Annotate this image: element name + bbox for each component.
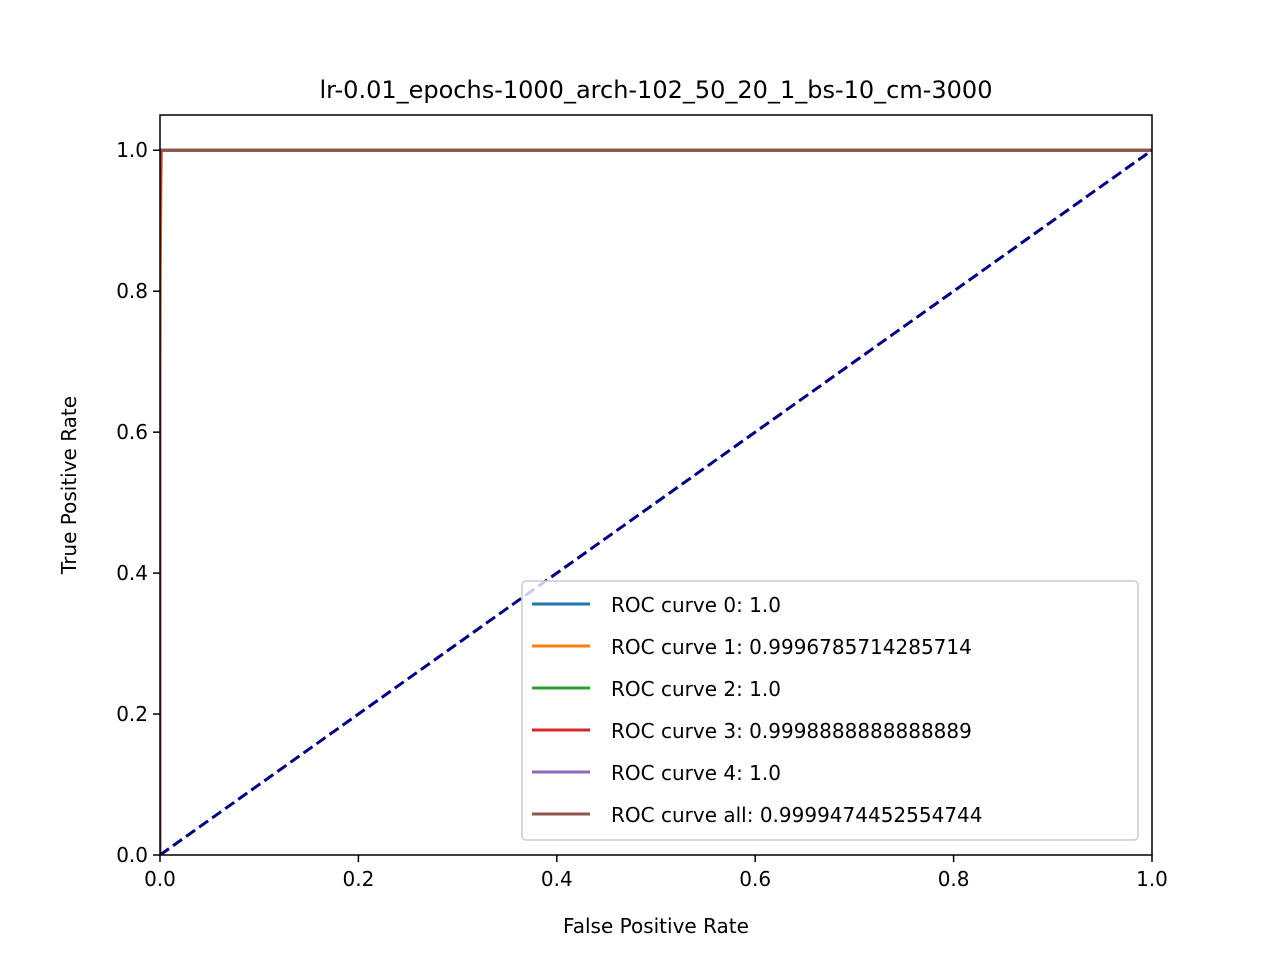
y-tick-label: 0.6 xyxy=(116,420,148,444)
x-tick-label: 0.8 xyxy=(938,867,970,891)
y-tick-label: 0.8 xyxy=(116,279,148,303)
y-tick-label: 1.0 xyxy=(116,138,148,162)
y-axis-ticks: 0.0 0.2 0.4 0.6 0.8 1.0 xyxy=(116,138,160,867)
x-axis-label: False Positive Rate xyxy=(563,914,749,938)
legend-entries: ROC curve 0: 1.0 ROC curve 1: 0.999678571… xyxy=(532,593,983,827)
y-tick-label: 0.0 xyxy=(116,843,148,867)
legend-box xyxy=(521,580,1139,841)
legend-label-3: ROC curve 3: 0.9998888888888889 xyxy=(611,719,972,743)
x-axis-ticks: 0.0 0.2 0.4 0.6 0.8 1.0 xyxy=(144,855,1168,891)
chance-diagonal-line xyxy=(160,149,1152,855)
y-tick-label: 0.4 xyxy=(116,561,148,585)
x-tick-label: 0.6 xyxy=(739,867,771,891)
legend: ROC curve 0: 1.0 ROC curve 1: 0.999678571… xyxy=(521,580,1139,841)
y-axis-label: True Positive Rate xyxy=(57,396,81,575)
axes-frame xyxy=(159,114,1153,856)
x-tick-label: 0.4 xyxy=(541,867,573,891)
x-tick-label: 0.2 xyxy=(342,867,374,891)
legend-label-4: ROC curve 4: 1.0 xyxy=(611,761,781,785)
x-tick-label: 1.0 xyxy=(1136,867,1168,891)
chart-title: lr-0.01_epochs-1000_arch-102_50_20_1_bs-… xyxy=(320,76,993,104)
legend-label-2: ROC curve 2: 1.0 xyxy=(611,677,781,701)
x-tick-label: 0.0 xyxy=(144,867,176,891)
legend-label-1: ROC curve 1: 0.9996785714285714 xyxy=(611,635,972,659)
y-tick-label: 0.2 xyxy=(116,702,148,726)
legend-label-0: ROC curve 0: 1.0 xyxy=(611,593,781,617)
legend-label-5: ROC curve all: 0.9999474452554744 xyxy=(611,803,983,827)
